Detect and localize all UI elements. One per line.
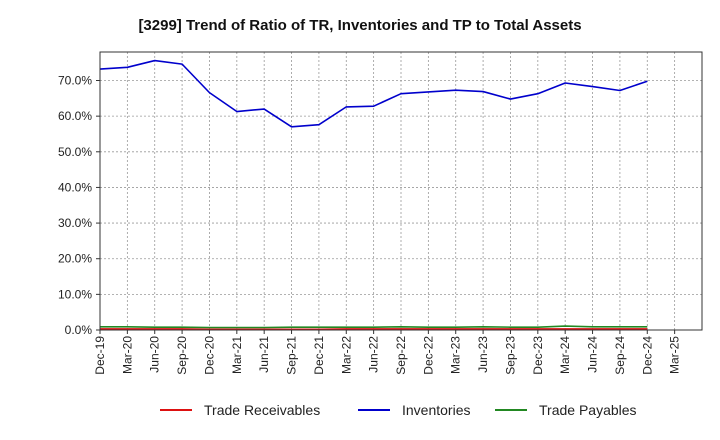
grid	[100, 52, 702, 330]
x-tick-label: Jun-20	[148, 336, 162, 373]
y-tick-label: 0.0%	[65, 323, 93, 337]
series-line-trade-payables	[100, 325, 648, 329]
x-tick-label: Sep-20	[175, 336, 189, 375]
x-tick-label: Dec-19	[93, 336, 107, 375]
x-tick-label: Dec-23	[531, 336, 545, 375]
y-tick-label: 40.0%	[58, 180, 92, 194]
x-tick-label: Jun-23	[476, 336, 490, 373]
legend-label-trade-receivables: Trade Receivables	[204, 402, 320, 418]
chart-title: [3299] Trend of Ratio of TR, Inventories…	[138, 17, 581, 34]
y-tick-label: 10.0%	[58, 287, 92, 301]
legend: Trade Receivables Inventories Trade Payabl…	[160, 402, 637, 418]
series-layer	[99, 59, 648, 331]
x-tick-label: Sep-21	[285, 336, 299, 375]
x-tick-label: Mar-21	[230, 336, 244, 374]
x-tick-label: Sep-24	[613, 336, 627, 375]
x-tick-label: Dec-21	[312, 336, 326, 375]
x-tick-label: Dec-24	[640, 336, 654, 375]
y-tick-label: 60.0%	[58, 109, 92, 123]
y-tick-label: 20.0%	[58, 252, 92, 266]
y-tick-label: 30.0%	[58, 216, 92, 230]
x-tick-label: Mar-23	[449, 336, 463, 374]
x-tick-label: Dec-20	[202, 336, 216, 375]
y-axis: 0.0% 10.0% 20.0% 30.0% 40.0% 50.0% 60.0% 70.0%	[58, 74, 100, 337]
x-tick-label: Jun-21	[257, 336, 271, 373]
x-tick-label: Mar-20	[120, 336, 134, 374]
x-axis: Dec-19 Mar-20 Jun-20 Sep-20 Dec-20 Mar-21 Jun-…	[93, 330, 682, 375]
legend-label-trade-payables: Trade Payables	[539, 402, 637, 418]
x-tick-label: Mar-24	[558, 336, 572, 374]
series-line-inventories	[99, 59, 648, 128]
x-tick-label: Mar-25	[668, 336, 682, 374]
x-tick-label: Jun-24	[586, 336, 600, 373]
x-tick-label: Dec-22	[421, 336, 435, 375]
y-tick-label: 50.0%	[58, 145, 92, 159]
legend-label-inventories: Inventories	[402, 402, 470, 418]
x-tick-label: Sep-23	[503, 336, 517, 375]
y-tick-label: 70.0%	[58, 74, 92, 88]
x-tick-label: Sep-22	[394, 336, 408, 375]
x-tick-label: Jun-22	[367, 336, 381, 373]
x-tick-label: Mar-22	[339, 336, 353, 374]
